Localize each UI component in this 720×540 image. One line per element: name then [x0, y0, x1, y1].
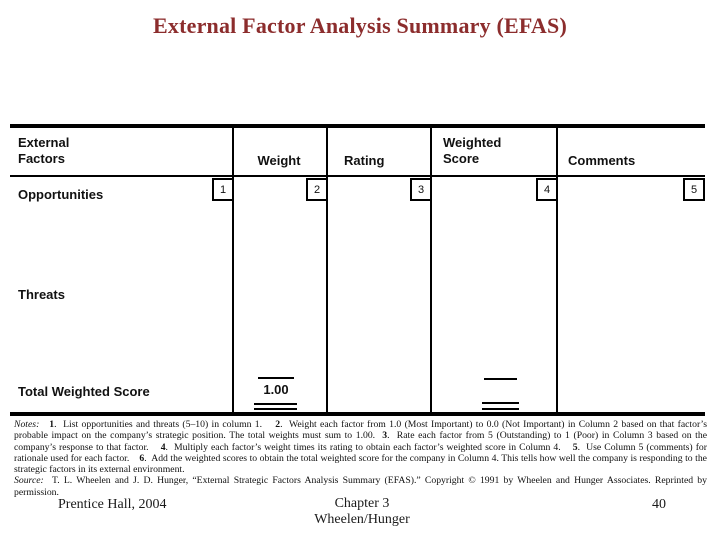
column-divider-4 — [556, 124, 558, 416]
total-weighted-score-underline-2 — [482, 408, 519, 410]
footer-chapter-line2: Wheelen/Hunger — [314, 512, 410, 527]
column-number-box-5: 5 — [683, 178, 705, 201]
header-weighted-score: Weighted Score — [443, 135, 502, 166]
total-weighted-score-overline — [484, 378, 517, 380]
footer-page-number: 40 — [652, 497, 666, 512]
column-divider-3 — [430, 124, 432, 416]
total-weight-value: 1.00 — [263, 382, 289, 397]
footer-publisher: Prentice Hall, 2004 — [58, 497, 167, 512]
column-number-box-1: 1 — [212, 178, 234, 201]
total-weight-underline-2 — [254, 408, 297, 410]
header-comments: Comments — [568, 153, 636, 168]
table-bottom-border — [10, 412, 705, 416]
row-label-opportunities: Opportunities — [18, 187, 104, 202]
column-number-box-4: 4 — [536, 178, 558, 201]
header-external-factors: External Factors — [18, 135, 70, 166]
column-divider-2 — [326, 124, 328, 416]
slide-title: External Factor Analysis Summary (EFAS) — [153, 13, 567, 38]
column-number-box-2: 2 — [306, 178, 328, 201]
column-divider-1 — [232, 124, 234, 416]
footer-chapter-line1: Chapter 3 — [334, 496, 390, 511]
row-label-threats: Threats — [18, 287, 65, 302]
header-weight: Weight — [257, 153, 301, 168]
table-header-divider — [10, 175, 705, 177]
header-rating: Rating — [344, 153, 385, 168]
total-weight-overline — [258, 377, 294, 379]
notes-text: Notes: 1. List opportunities and threats… — [14, 419, 710, 498]
column-number-box-3: 3 — [410, 178, 432, 201]
total-weight-underline-1 — [254, 403, 297, 405]
row-label-total-weighted-score: Total Weighted Score — [18, 384, 150, 399]
table-top-border — [10, 124, 705, 128]
total-weighted-score-underline-1 — [482, 402, 519, 404]
footer-chapter: Chapter 3 Wheelen/Hunger — [260, 496, 464, 528]
